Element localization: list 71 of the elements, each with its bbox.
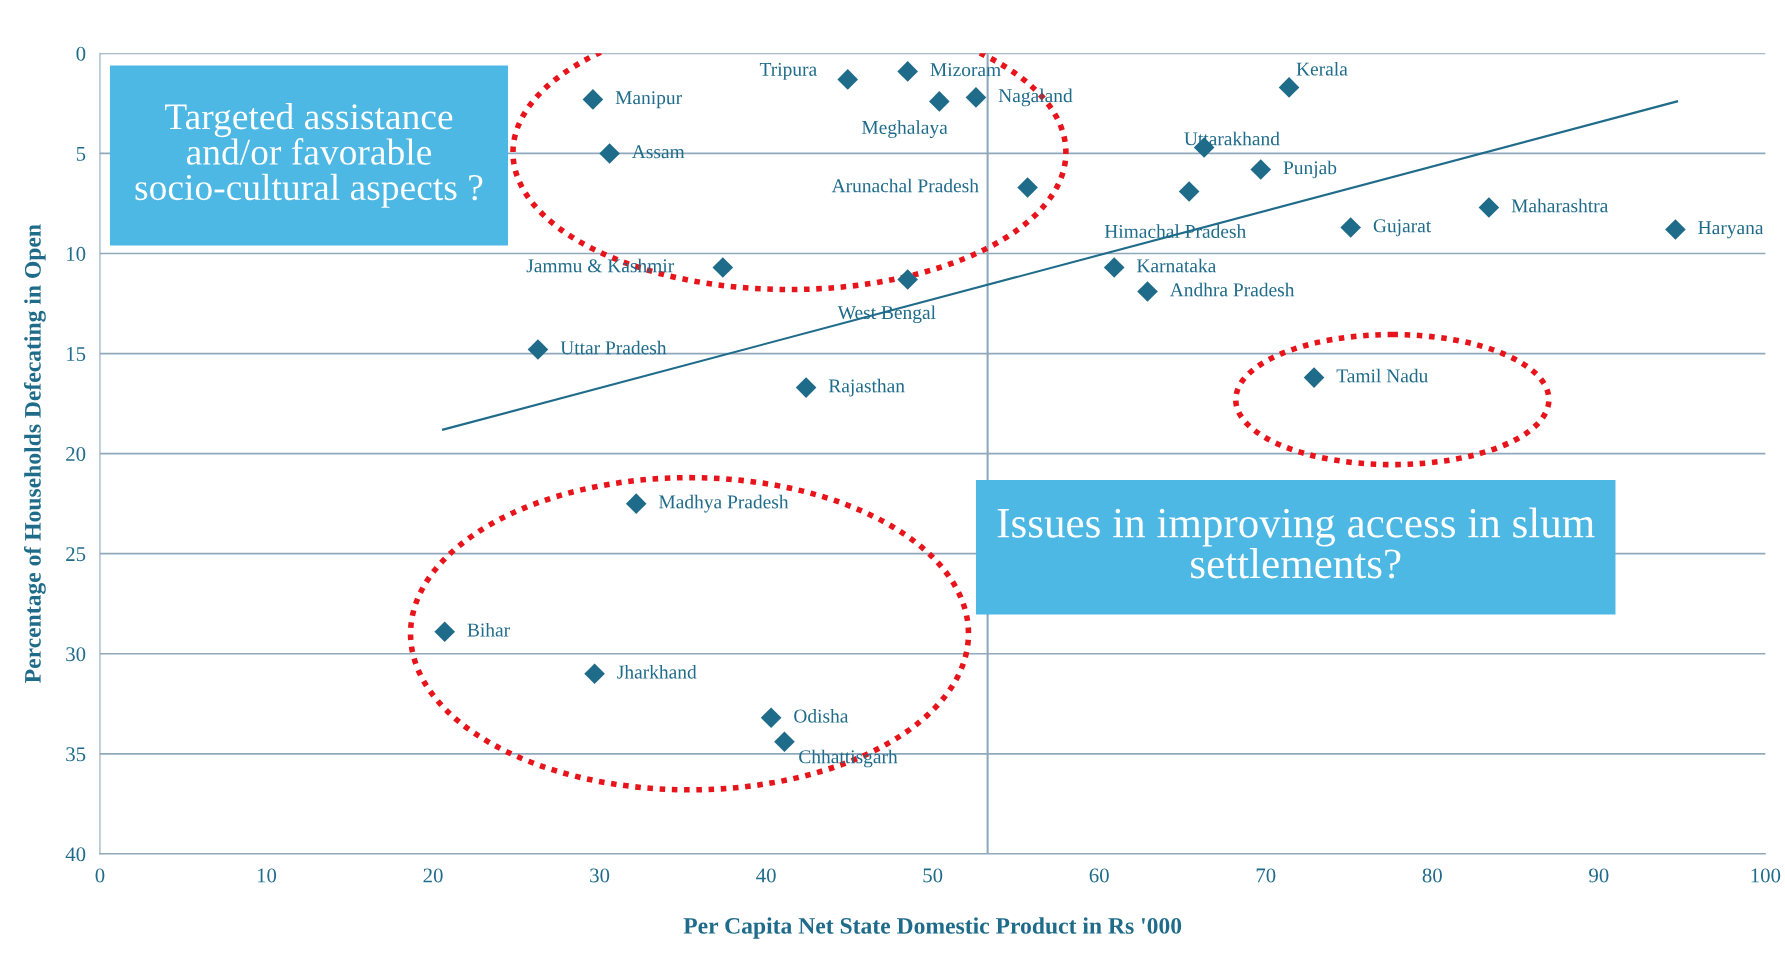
- point: [582, 89, 604, 110]
- y-axis-title: Percentage of Households Defecating in Open: [23, 224, 46, 683]
- point: [584, 663, 605, 685]
- y-tick-label: 0: [76, 46, 86, 61]
- point: [774, 731, 795, 753]
- y-tick-label: 35: [66, 747, 86, 762]
- y-tick-label: 40: [65, 847, 86, 862]
- annotation: Tamil Nadu: [1336, 368, 1428, 383]
- y-tick-label: 20: [66, 447, 86, 462]
- point: [1178, 181, 1200, 202]
- point: [965, 87, 987, 108]
- x-tick-label: 70: [1256, 868, 1276, 883]
- annotation: Assam: [631, 145, 685, 159]
- annotation: Nagaland: [998, 88, 1073, 107]
- annotation: Targeted assistance and/or favorable socio-cultural aspects ?: [135, 103, 483, 208]
- annotation: Mizoram: [930, 63, 1001, 77]
- annotation: Punjab: [1283, 160, 1337, 179]
- point: [434, 621, 455, 643]
- point: [760, 707, 782, 729]
- annotation: Himachal Pradesh: [1104, 224, 1246, 238]
- annotation: Rajasthan: [828, 378, 905, 397]
- point: [837, 69, 859, 90]
- annotation: Odisha: [794, 708, 849, 723]
- annotation: Manipur: [615, 91, 682, 109]
- point: [1340, 217, 1361, 238]
- annotation: Meghalaya: [861, 120, 948, 139]
- point: [1137, 281, 1158, 302]
- x-tick-label: 30: [590, 868, 610, 883]
- y-tick-label: 30: [66, 647, 86, 662]
- x-tick-label: 50: [923, 868, 943, 883]
- annotation: Bihar: [467, 622, 510, 637]
- annotation: Jharkhand: [617, 664, 697, 679]
- x-tick-label: 100: [1751, 868, 1781, 883]
- annotation: Karnataka: [1136, 258, 1217, 273]
- point: [1250, 159, 1272, 180]
- y-tick-label: 15: [67, 347, 86, 361]
- x-tick-label: 40: [756, 868, 776, 883]
- annotation: Maharashtra: [1511, 198, 1609, 213]
- y-tick-label: 10: [67, 246, 86, 261]
- point: [795, 377, 817, 398]
- annotation: Uttar Pradesh: [560, 340, 667, 355]
- y-tick-label: 5: [76, 147, 86, 161]
- x-axis-title: Per Capita Net State Domestic Product in Rs '000: [683, 917, 1182, 939]
- annotation: Andhra Pradesh: [1169, 282, 1295, 297]
- y-tick-label: 25: [66, 547, 86, 562]
- point: [1017, 177, 1038, 198]
- annotation: Haryana: [1698, 221, 1764, 239]
- point: [897, 269, 918, 290]
- x-tick-label: 10: [257, 868, 277, 883]
- point: [599, 143, 620, 164]
- x-tick-label: 80: [1422, 868, 1442, 883]
- point: [929, 91, 950, 112]
- x-tick-label: 20: [423, 868, 443, 883]
- point: [1478, 197, 1500, 218]
- x-tick-label: 60: [1089, 868, 1109, 883]
- x-tick-label: 90: [1589, 868, 1609, 883]
- annotation: Arunachal Pradesh: [831, 178, 979, 193]
- point: [897, 61, 918, 82]
- annotation: Issues in improving access in slum settlements?: [997, 507, 1595, 579]
- annotation: Gujarat: [1373, 219, 1432, 237]
- point: [1303, 367, 1325, 388]
- point: [1665, 219, 1686, 240]
- point: [625, 493, 647, 514]
- point: [1278, 77, 1300, 98]
- annotation: Tripura: [759, 62, 817, 80]
- point: [527, 339, 549, 360]
- point: [1103, 257, 1125, 278]
- annotation: Kerala: [1296, 61, 1348, 76]
- annotation: Madhya Pradesh: [659, 494, 789, 513]
- point: [712, 257, 734, 278]
- x-tick-label: 0: [95, 868, 105, 883]
